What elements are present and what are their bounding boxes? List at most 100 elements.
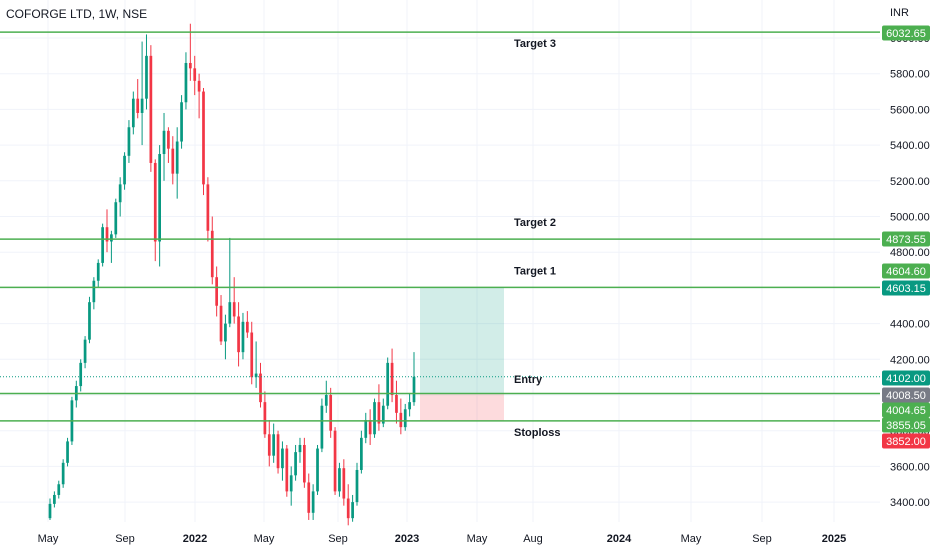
candle-body	[224, 323, 227, 342]
candle-body	[316, 448, 319, 492]
x-tick-label: Sep	[115, 533, 135, 545]
candle-body	[355, 469, 359, 503]
candle-body	[184, 62, 188, 103]
candle-body	[114, 202, 118, 235]
candle-body	[412, 376, 416, 403]
candle-body	[403, 409, 407, 428]
candle-body	[294, 452, 297, 476]
candle-body	[92, 280, 96, 303]
price-tag-label: 4604.60	[886, 266, 926, 278]
candle-body	[193, 68, 197, 81]
price-tag-label: 4873.55	[886, 234, 926, 246]
candle-body	[202, 91, 205, 185]
candle-body	[320, 405, 324, 449]
candle-body	[127, 127, 131, 156]
x-tick-label: 2024	[607, 533, 632, 545]
candle-body	[215, 277, 219, 306]
candle-body	[351, 502, 354, 519]
y-tick-label: 3400.00	[890, 497, 930, 509]
stop-zone	[420, 393, 504, 422]
x-tick-label: Sep	[328, 533, 348, 545]
candle-body	[373, 402, 376, 435]
price-tag	[882, 25, 930, 41]
candle-body	[96, 262, 100, 281]
candle-body	[53, 494, 56, 504]
candle-body	[386, 362, 390, 406]
level-label: Target 2	[514, 217, 556, 229]
price-tag-label: 4102.00	[886, 373, 926, 385]
price-tag-label: 3852.00	[886, 436, 926, 448]
price-tag-label: 4008.50	[886, 390, 926, 402]
y-tick-label: 5200.00	[890, 176, 930, 188]
candle-body	[377, 402, 381, 424]
x-tick-label: 2023	[395, 533, 419, 545]
candle-body	[390, 362, 394, 395]
x-tick-label: 2022	[183, 533, 207, 545]
candle-body	[145, 55, 148, 99]
x-tick-label: Aug	[523, 533, 543, 545]
y-tick-label: 5000.00	[890, 212, 930, 224]
candle-body	[346, 498, 350, 519]
y-tick-label: 5600.00	[890, 104, 930, 116]
candle-body	[338, 468, 341, 492]
y-tick-label: 4400.00	[890, 319, 930, 331]
candle-body	[153, 162, 157, 242]
candle-body	[360, 437, 363, 470]
price-tag	[882, 231, 930, 247]
candle-body	[105, 227, 109, 242]
candle-body	[250, 332, 254, 378]
candle-body	[307, 482, 311, 513]
x-tick-label: May	[681, 533, 702, 545]
candle-body	[333, 430, 337, 492]
price-tag-label: 4603.15	[886, 283, 926, 295]
candle-body	[48, 503, 52, 519]
candle-body	[281, 448, 284, 469]
x-tick-label: Sep	[752, 533, 772, 545]
candle-body	[259, 373, 262, 403]
price-tag	[882, 370, 930, 386]
candle-body	[254, 373, 258, 378]
entry-label: Entry	[514, 374, 543, 386]
candle-body	[136, 98, 140, 113]
y-tick-label: 5400.00	[890, 140, 930, 152]
candle-body	[162, 130, 166, 155]
symbol-title: COFORGE LTD, 1W, NSE	[6, 7, 148, 21]
candle-body	[57, 484, 61, 495]
candle-body	[381, 405, 385, 424]
target-zone	[420, 287, 504, 394]
x-tick-label: May	[38, 533, 59, 545]
candle-body	[197, 80, 201, 92]
candle-body	[228, 302, 232, 324]
level-label: Target 3	[514, 38, 556, 50]
y-tick-label: 5800.00	[890, 69, 930, 81]
candle-body	[289, 475, 293, 492]
level-label: Target 1	[514, 265, 556, 277]
candle-body	[298, 444, 302, 453]
price-tag-label: 6032.65	[886, 28, 926, 40]
candle-body	[131, 98, 135, 128]
candle-body	[66, 441, 69, 463]
candle-body	[237, 316, 240, 353]
candle-body	[267, 434, 271, 456]
candle-body	[149, 55, 153, 163]
y-tick-label: 4200.00	[890, 354, 930, 366]
candle-body	[206, 184, 210, 231]
candle-body	[83, 339, 87, 363]
candle-body	[232, 302, 236, 317]
x-tick-label: 2025	[822, 533, 846, 545]
price-tag-label: 3855.05	[886, 420, 926, 432]
y-tick-label: 4800.00	[890, 247, 930, 259]
candle-body	[88, 302, 91, 340]
candle-body	[175, 141, 179, 174]
candle-body	[210, 230, 214, 278]
price-tag	[882, 402, 930, 418]
candle-body	[329, 395, 333, 431]
currency-label: INR	[890, 7, 909, 19]
candle-body	[101, 227, 104, 263]
candle-body	[171, 148, 175, 174]
candle-body	[219, 305, 223, 342]
candle-body	[364, 419, 368, 438]
candle-body	[311, 491, 315, 513]
